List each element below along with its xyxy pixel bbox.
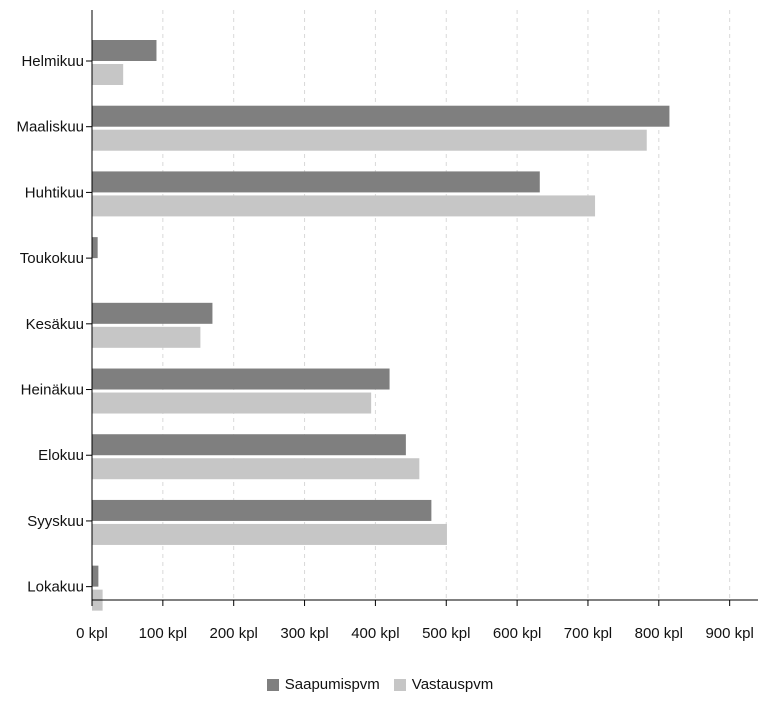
bars (92, 40, 670, 611)
bar-saapumispvm (92, 105, 670, 127)
category-labels: Helmikuu Maaliskuu Huhtikuu Toukokuu Kesäkuu… (16, 53, 84, 596)
legend-swatch-series-2 (393, 678, 406, 691)
category-label: Maaliskuu (16, 119, 84, 136)
x-tick-label: 600 kpl (493, 625, 541, 642)
x-tick-label: 800 kpl (635, 625, 683, 642)
axes (86, 10, 758, 606)
bar-vastauspvm (92, 392, 372, 414)
bar-saapumispvm (92, 302, 213, 324)
bar-vastauspvm (92, 326, 201, 348)
bar-vastauspvm (92, 523, 447, 545)
bar-saapumispvm (92, 499, 432, 521)
bar-saapumispvm (92, 171, 540, 193)
legend-label-series-2: Vastauspvm (411, 676, 494, 693)
x-tick-label: 200 kpl (210, 625, 258, 642)
bar-vastauspvm (92, 129, 647, 151)
x-tick-label: 0 kpl (76, 625, 108, 642)
bar-saapumispvm (92, 40, 157, 61)
legend-label-series-1: Saapumispvm (284, 676, 380, 693)
category-label: Helmikuu (21, 53, 84, 70)
category-label: Toukokuu (20, 250, 84, 267)
x-tick-label: 400 kpl (351, 625, 399, 642)
category-label: Kesäkuu (26, 316, 84, 333)
legend-item-series-2[interactable]: Vastauspvm (393, 676, 494, 693)
bar-saapumispvm (92, 237, 98, 259)
legend-item-series-1[interactable]: Saapumispvm (266, 676, 380, 693)
category-label: Syyskuu (27, 513, 84, 530)
bar-chart: 0 kpl 100 kpl 200 kpl 300 kpl 400 kpl 500 kpl… (16, 10, 758, 642)
bar-saapumispvm (92, 434, 406, 456)
category-label: Huhtikuu (25, 184, 84, 201)
legend-swatch-series-1 (266, 678, 279, 691)
x-tick-label: 900 kpl (705, 625, 753, 642)
x-tick-label: 700 kpl (564, 625, 612, 642)
bar-vastauspvm (92, 458, 420, 480)
legend: Saapumispvm Vastauspvm (0, 676, 760, 693)
x-tick-label: 300 kpl (280, 625, 328, 642)
bar-saapumispvm (92, 368, 390, 390)
bar-vastauspvm (92, 195, 596, 217)
category-label: Elokuu (38, 447, 84, 464)
bar-saapumispvm (92, 565, 99, 587)
x-tick-labels: 0 kpl 100 kpl 200 kpl 300 kpl 400 kpl 500 kpl… (76, 625, 754, 642)
x-tick-label: 500 kpl (422, 625, 470, 642)
x-tick-label: 100 kpl (139, 625, 187, 642)
category-label: Heinäkuu (21, 382, 84, 399)
category-label: Lokakuu (27, 579, 84, 596)
bar-vastauspvm (92, 64, 124, 85)
